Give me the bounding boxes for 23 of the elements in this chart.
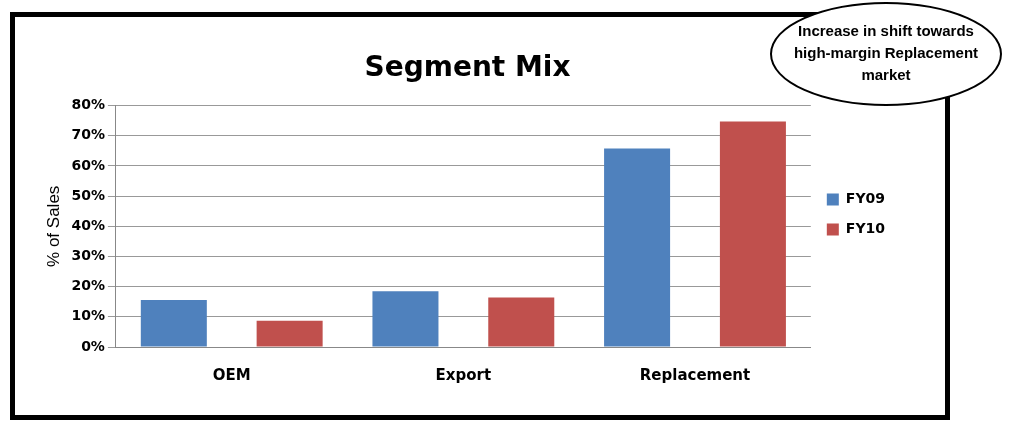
y-tick-label: 0% (81, 337, 105, 354)
text: Increase in shift towards high-margin Replacement market (792, 21, 980, 85)
legend-label: FY09 (845, 190, 885, 207)
legend-label: FY10 (845, 220, 886, 237)
bar (140, 299, 207, 347)
y-tick-label: 70% (71, 126, 105, 143)
y-tick-label: 40% (71, 216, 105, 233)
y-tick-label: 20% (71, 277, 105, 294)
x-tick-label: OEM (212, 365, 251, 384)
bar (372, 291, 439, 347)
y-tick-label: 30% (71, 247, 105, 264)
x-tick-label: Replacement (639, 365, 751, 384)
bar (256, 320, 323, 347)
x-tick-label: Export (435, 365, 492, 384)
bar (488, 297, 555, 347)
bar (604, 148, 671, 347)
y-tick-label: 80% (71, 96, 105, 113)
y-tick-label: 60% (71, 156, 105, 173)
y-axis-title: % of Sales (43, 185, 63, 267)
chart-title: Segment Mix (364, 50, 571, 84)
bar (719, 121, 786, 347)
y-tick-label: 10% (71, 307, 105, 324)
y-tick-label: 50% (71, 186, 105, 203)
